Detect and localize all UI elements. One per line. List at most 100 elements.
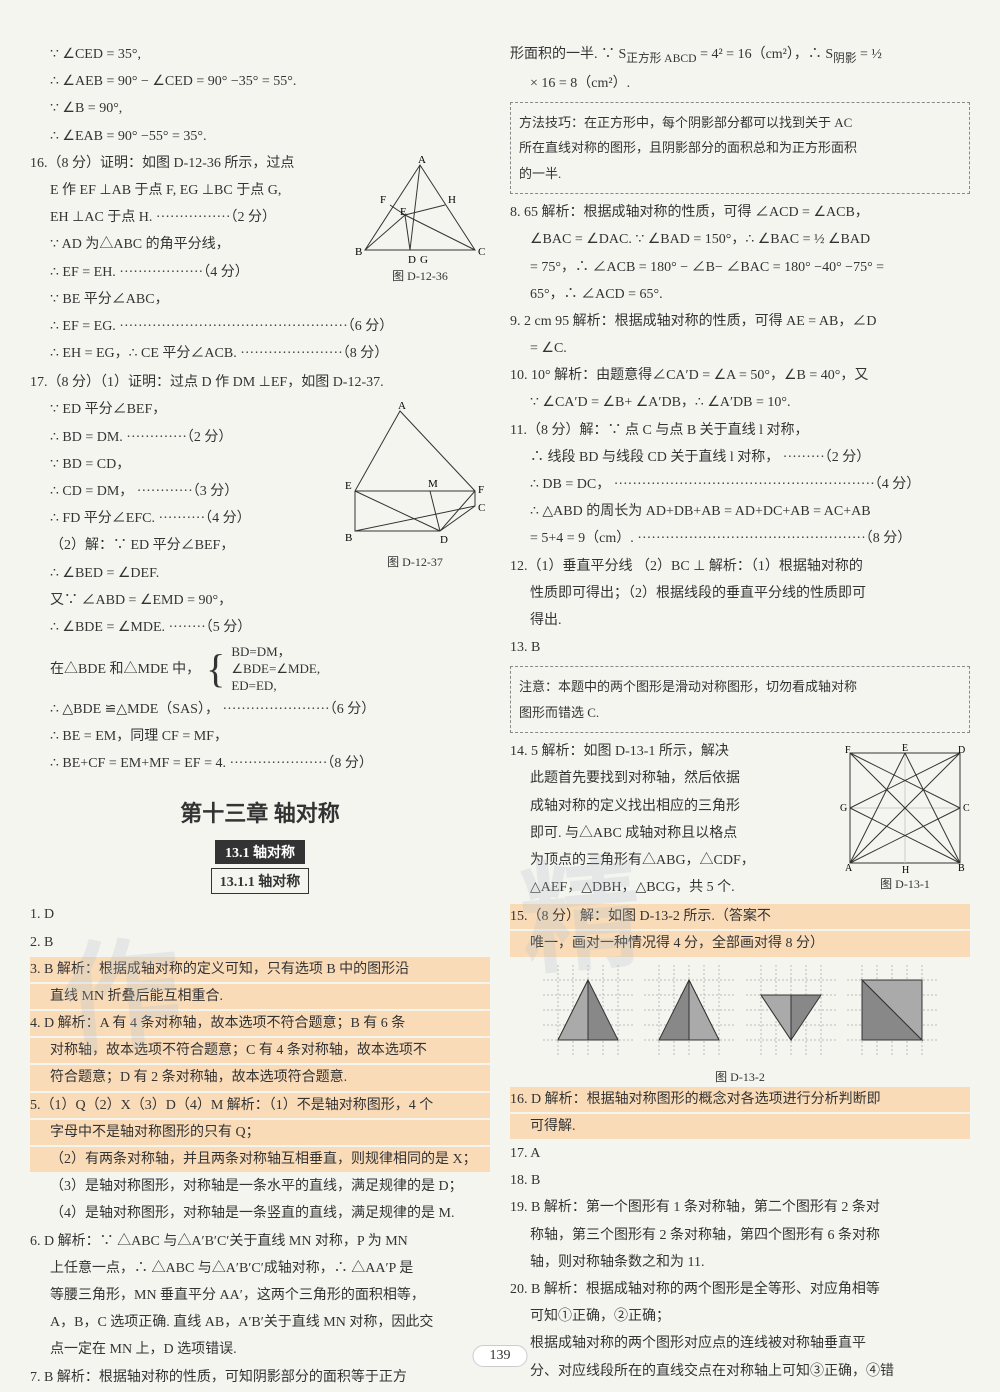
text-line: 得出. — [510, 608, 970, 633]
text-line: 等腰三角形，MN 垂直平分 AA′，这两个三角形的面积相等， — [30, 1283, 490, 1308]
svg-text:G: G — [420, 254, 428, 265]
text-line: × 16 = 8（cm²）. — [510, 71, 970, 96]
text-line: 13. B — [510, 635, 970, 660]
text-line: = 5+4 = 9（cm）. ·························… — [510, 526, 970, 551]
text-line: 15.（8 分）解：如图 D-13-2 所示.（答案不 — [510, 904, 970, 929]
svg-text:E: E — [902, 743, 908, 754]
text-line: 16. D 解析：根据轴对称图形的概念对各选项进行分析判断即 — [510, 1087, 970, 1112]
figure-label: 图 D-12-37 — [340, 553, 490, 570]
text-line: 方法技巧：在正方形中，每个阴影部分都可以找到关于 AC — [519, 111, 961, 134]
svg-text:A: A — [418, 155, 426, 166]
text-line: 所在直线对称的图形，且阴影部分的面积总和为正方形面积 — [519, 136, 961, 159]
svg-text:B: B — [355, 246, 362, 258]
svg-text:F: F — [380, 194, 386, 206]
text-line: （2）有两条对称轴，并且两条对称轴互相垂直，则规律相同的是 X； — [30, 1147, 490, 1172]
text-line: ∴ 线段 BD 与线段 CD 关于直线 l 对称， ·········（2 分） — [510, 445, 970, 470]
text-line: 注意：本题中的两个图形是滑动对称图形，切勿看成轴对称 — [519, 675, 961, 698]
text-line: 1. D — [30, 902, 490, 927]
figure-label: 图 D-13-2 — [510, 1068, 970, 1085]
text-line: ∴ △BDE ≌△MDE（SAS）， ·····················… — [30, 697, 490, 722]
figure-d-13-2: 图 D-13-2 — [510, 959, 970, 1085]
note-box: 注意：本题中的两个图形是滑动对称图形，切勿看成轴对称 图形而错选 C. — [510, 666, 970, 733]
text-line: ∴ BE+CF = EM+MF = EF = 4. ··············… — [30, 751, 490, 776]
svg-text:A: A — [845, 863, 853, 873]
text-line: 字母中不是轴对称图形的只有 Q； — [30, 1120, 490, 1145]
text-line: 8. 65 解析：根据成轴对称的性质，可得 ∠ACD = ∠ACB， — [510, 200, 970, 225]
svg-text:B: B — [345, 532, 352, 544]
text-line: ∴ EH = EG，∴ CE 平分∠ACB. ·················… — [30, 341, 490, 366]
cases-block: 在△BDE 和△MDE 中， { BD=DM， ∠BDE=∠MDE, ED=ED… — [30, 644, 490, 695]
text-line: 点一定在 MN 上，D 选项错误. — [30, 1337, 490, 1362]
svg-text:A: A — [398, 401, 406, 412]
method-tip-box: 方法技巧：在正方形中，每个阴影部分都可以找到关于 AC 所在直线对称的图形，且阴… — [510, 102, 970, 194]
svg-text:D: D — [440, 534, 448, 546]
text-line: 7. B 解析：根据轴对称的性质，可知阴影部分的面积等于正方 — [30, 1365, 490, 1390]
svg-text:D: D — [408, 254, 416, 265]
svg-text:G: G — [840, 803, 847, 814]
text-line: 根据成轴对称的两个图形对应点的连线被对称轴垂直平 — [510, 1331, 970, 1356]
svg-text:H: H — [448, 194, 456, 206]
text-line: 17.（8 分）（1）证明：过点 D 作 DM ⊥EF，如图 D-12-37. — [30, 370, 490, 395]
text-line: 上任意一点，∴ △ABC 与△A′B′C′成轴对称，∴ △AA′P 是 — [30, 1256, 490, 1281]
text-line: 11.（8 分）解：∵ 点 C 与点 B 关于直线 l 对称， — [510, 418, 970, 443]
text-line: 10. 10° 解析：由题意得∠CA′D = ∠A = 50°，∠B = 40°… — [510, 363, 970, 388]
right-column: 形面积的一半. ∵ S正方形 ABCD = 4² = 16（cm²），∴ S阴影… — [510, 40, 970, 1392]
text-line: 又∵ ∠ABD = ∠EMD = 90°， — [30, 588, 490, 613]
text-line: 3. B 解析：根据成轴对称的定义可知，只有选项 B 中的图形沿 — [30, 957, 490, 982]
figure-label: 图 D-13-1 — [840, 875, 970, 892]
figure-label: 图 D-12-36 — [350, 267, 490, 284]
text-line: ∴ △ABD 的周长为 AD+DB+AB = AD+DC+AB = AC+AB — [510, 499, 970, 524]
text-line: 的一半. — [519, 162, 961, 185]
section-subtitle: 13.1.1 轴对称 — [211, 868, 310, 894]
text-line: 可得解. — [510, 1114, 970, 1139]
text-line: 性质即可得出；（2）根据线段的垂直平分线的性质即可 — [510, 581, 970, 606]
text-line: 19. B 解析：第一个图形有 1 条对称轴，第二个图形有 2 条对 — [510, 1195, 970, 1220]
text-line: ∵ ∠CED = 35°, — [30, 42, 490, 67]
text-line: 4. D 解析：A 有 4 条对称轴，故本选项不符合题意；B 有 6 条 — [30, 1011, 490, 1036]
page-columns: ∵ ∠CED = 35°, ∴ ∠AEB = 90° − ∠CED = 90° … — [30, 40, 970, 1392]
page-number: 139 — [473, 1345, 528, 1367]
svg-text:F: F — [478, 484, 484, 496]
case-line: ED=ED, — [231, 678, 320, 695]
text-line: 唯一，画对一种情况得 4 分，全部画对得 8 分） — [510, 931, 970, 956]
text-line: ∴ DB = DC， ·····························… — [510, 472, 970, 497]
text-line: = ∠C. — [510, 336, 970, 361]
svg-text:E: E — [345, 480, 352, 492]
left-column: ∵ ∠CED = 35°, ∴ ∠AEB = 90° − ∠CED = 90° … — [30, 40, 490, 1392]
text-line: ∴ ∠EAB = 90° −55° = 35°. — [30, 124, 490, 149]
text-line: 5.（1）Q（2）X（3）D（4）M 解析：（1）不是轴对称图形，4 个 — [30, 1093, 490, 1118]
text-line: （4）是轴对称图形，对称轴是一条竖直的直线，满足规律的是 M. — [30, 1201, 490, 1226]
case-line: BD=DM， — [231, 644, 320, 661]
chapter-title: 第十三章 轴对称 — [30, 796, 490, 828]
text-line: ∵ ∠B = 90°, — [30, 96, 490, 121]
text-line: 20. B 解析：根据成轴对称的两个图形是全等形、对应角相等 — [510, 1277, 970, 1302]
text-line: 符合题意；D 有 2 条对称轴，故本选项符合题意. — [30, 1065, 490, 1090]
figure-d-12-36: A B C D G E F H 图 D-12-36 — [350, 155, 490, 284]
cases-lead: 在△BDE 和△MDE 中， — [50, 657, 200, 682]
case-line: ∠BDE=∠MDE, — [231, 661, 320, 678]
text-line: ∴ ∠AEB = 90° − ∠CED = 90° −35° = 55°. — [30, 69, 490, 94]
text-line: ∴ ∠BDE = ∠MDE. ········（5 分） — [30, 615, 490, 640]
text-line: 65°，∴ ∠ACD = 65°. — [510, 282, 970, 307]
text-line: （3）是轴对称图形，对称轴是一条水平的直线，满足规律的是 D； — [30, 1174, 490, 1199]
text-line: ∠BAC = ∠DAC. ∵ ∠BAD = 150°，∴ ∠BAC = ½ ∠B… — [510, 227, 970, 252]
figure-d-12-37: A B C D E F M 图 D-12-37 — [340, 401, 490, 570]
text-line: 图形而错选 C. — [519, 701, 961, 724]
text-line: ∴ EF = EG. ·····························… — [30, 314, 490, 339]
figure-d-13-1: A B C D E F G H 图 D-13-1 — [840, 743, 970, 892]
text-line: 轴，则对称轴条数之和为 11. — [510, 1250, 970, 1275]
svg-text:F: F — [845, 745, 851, 756]
text-line: 形面积的一半. ∵ S正方形 ABCD = 4² = 16（cm²），∴ S阴影… — [510, 42, 970, 69]
text-line: 17. A — [510, 1141, 970, 1166]
text-line: 对称轴，故本选项不符合题意；C 有 4 条对称轴，故本选项不 — [30, 1038, 490, 1063]
svg-text:H: H — [902, 865, 909, 873]
text-line: A，B，C 选项正确. 直线 AB，A′B′关于直线 MN 对称，因此交 — [30, 1310, 490, 1335]
svg-text:C: C — [478, 502, 485, 514]
text-line: ∵ ∠CA′D = ∠B+ ∠A′DB，∴ ∠A′DB = 10°. — [510, 390, 970, 415]
svg-text:D: D — [958, 745, 965, 756]
text-line: 称轴，第三个图形有 2 条对称轴，第四个图形有 6 条对称 — [510, 1223, 970, 1248]
text-line: 6. D 解析：∵ △ABC 与△A′B′C′关于直线 MN 对称，P 为 MN — [30, 1229, 490, 1254]
text-line: 9. 2 cm 95 解析：根据成轴对称的性质，可得 AE = AB，∠D — [510, 309, 970, 334]
text-line: 12.（1）垂直平分线 （2）BC ⊥ 解析：（1）根据轴对称的 — [510, 554, 970, 579]
svg-text:C: C — [478, 246, 485, 258]
